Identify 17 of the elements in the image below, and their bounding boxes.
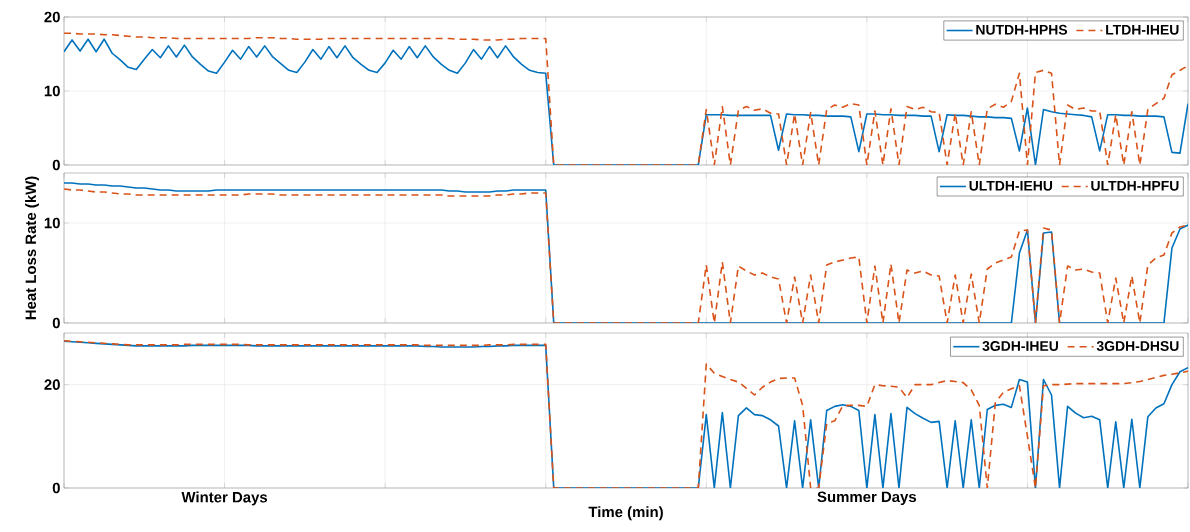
- legend-label: NUTDH-HPHS: [976, 24, 1068, 35]
- legend-label: ULTDH-IEHU: [969, 180, 1053, 191]
- x-tick-label: Summer Days: [817, 491, 917, 506]
- x-axis-title: Time (min): [588, 506, 663, 521]
- y-tick-label: 0: [52, 482, 60, 494]
- y-tick-label: 0: [52, 159, 60, 171]
- y-tick-label: 0: [52, 317, 60, 329]
- y-tick-label: 10: [44, 85, 60, 97]
- x-tick-label: Winter Days: [181, 491, 268, 506]
- y-tick-label: 20: [44, 379, 60, 390]
- y-tick-label: 10: [44, 217, 60, 229]
- legend-label: LTDH-IHEU: [1106, 24, 1179, 35]
- y-tick-label: 20: [44, 11, 60, 23]
- y-axis-title: Heat Loss Rate (kW): [25, 176, 40, 320]
- legend-label: 3GDH-IHEU: [982, 341, 1058, 351]
- legend-label: 3GDH-DHSU: [1096, 341, 1179, 351]
- legend-label: ULTDH-HPFU: [1091, 180, 1179, 191]
